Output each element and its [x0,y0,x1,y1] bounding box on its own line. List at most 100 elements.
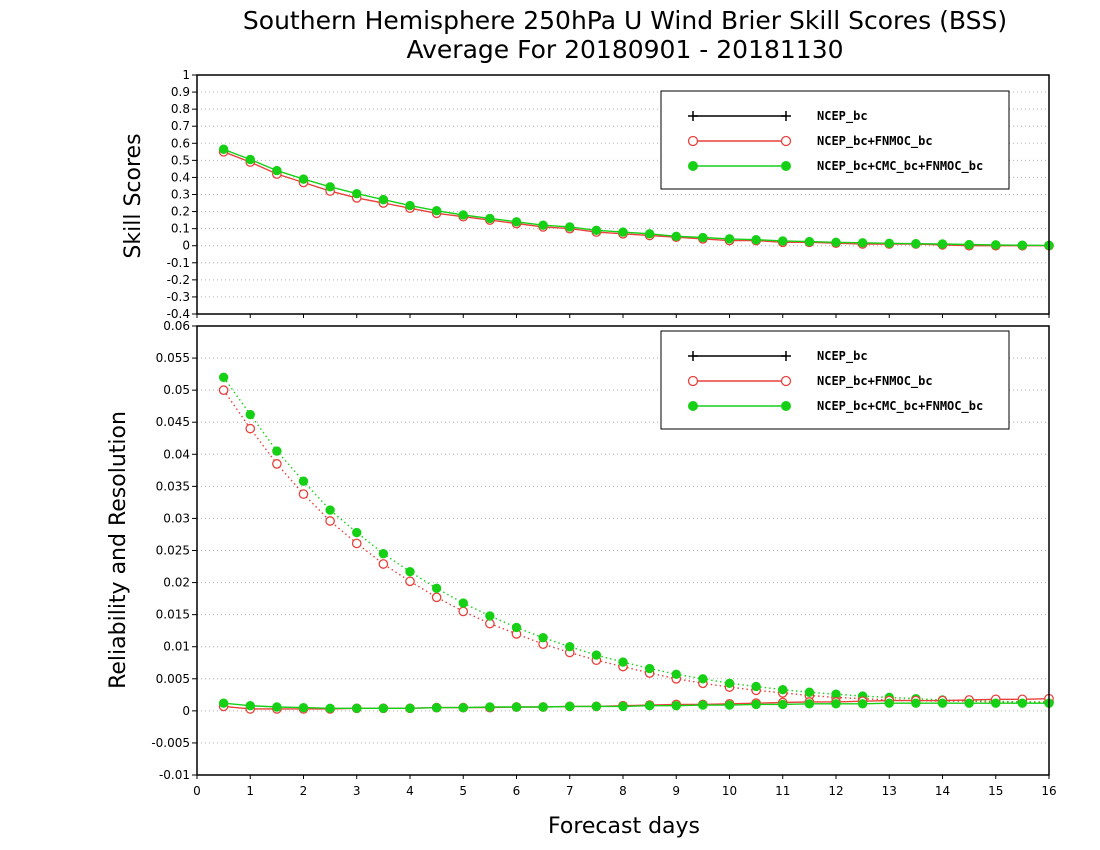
y-tick-label: -0.2 [167,273,190,287]
x-tick-label: 16 [1041,784,1056,798]
data-point [378,194,389,205]
data-point [352,527,362,538]
y-tick-label: 0.9 [171,85,190,99]
y-tick-label: 0.045 [156,415,190,429]
data-point [245,409,255,420]
y-tick-label: 0.1 [171,222,190,236]
data-point [671,701,681,711]
data-point [352,703,362,713]
x-tick-label: 13 [882,784,897,798]
data-point [431,592,442,603]
data-point [431,702,442,713]
data-point [857,238,868,248]
y-tick-label: 0.5 [171,153,190,167]
data-point [644,701,655,711]
data-point [724,678,735,688]
data-point [431,206,442,216]
data-point [485,618,495,629]
legend-label: NCEP_bc+CMC_bc+FNMOC_bc [817,159,983,174]
x-tick-label: 15 [988,784,1003,798]
legend-label: NCEP_bc [817,349,868,364]
y-tick-label: 0.015 [156,608,190,622]
x-tick-label: 6 [513,784,521,798]
data-point [272,702,282,712]
legend-marker [781,401,791,411]
legend-box [660,90,1010,190]
data-point [591,650,602,660]
x-tick-label: 1 [246,784,254,798]
legend-marker [780,375,792,387]
y-tick-label: 0.3 [171,188,190,202]
data-point [245,154,255,165]
plot-frame [196,74,1050,315]
data-point [485,213,495,224]
data-point [751,681,761,692]
x-tick-label: 5 [459,784,467,798]
data-point [485,611,495,621]
data-point [644,229,655,239]
data-point [538,633,548,643]
bottom-y-axis-title: Reliability and Resolution [106,411,131,689]
x-tick-label: 0 [193,784,201,798]
data-point [511,702,522,712]
data-point [591,225,602,236]
top-y-axis-title: Skill Scores [121,133,146,258]
data-point [591,701,602,712]
data-point [857,699,868,709]
data-point [937,698,948,708]
data-point [352,188,362,199]
y-tick-label: 0.8 [171,102,190,116]
y-tick-label: -0.4 [167,307,190,321]
legend-label: NCEP_bc+FNMOC_bc [817,134,933,149]
data-point [325,505,335,515]
data-point [218,698,229,708]
data-point [698,232,708,243]
data-point [298,476,309,486]
data-point [1017,698,1028,708]
x-tick-label: 12 [828,784,843,798]
data-point [351,538,362,549]
data-point [644,663,655,674]
data-point [405,200,415,211]
data-point [378,559,389,569]
data-point [964,698,974,708]
legend-label: NCEP_bc+FNMOC_bc [817,374,933,389]
data-point [964,239,974,250]
plot-frame [196,325,1050,776]
data-point [485,702,495,712]
data-point [565,642,575,652]
data-point [778,699,788,710]
data-point [245,701,255,711]
data-point [218,385,229,395]
data-point [458,598,468,608]
data-point [458,606,469,617]
data-point [511,217,522,227]
data-point [671,669,681,679]
y-tick-label: 0.025 [156,544,190,558]
legend-label: NCEP_bc+CMC_bc+FNMOC_bc [817,399,983,414]
y-tick-label: 0 [182,704,190,718]
data-point [618,701,628,712]
data-point [698,674,708,684]
series-line [223,702,1049,709]
data-point [538,220,548,230]
data-point [751,235,761,245]
y-tick-label: -0.005 [151,736,190,750]
data-point [884,698,894,708]
legend-marker [688,401,698,411]
data-point [804,699,815,709]
data-point [831,237,841,248]
y-tick-label: -0.01 [159,768,190,782]
y-tick-label: 0.6 [171,136,190,150]
data-point [218,372,229,383]
data-point [724,700,735,710]
data-point [1017,240,1028,250]
y-tick-label: -0.3 [167,290,190,304]
legend-marker [687,375,699,387]
series-line [223,389,1049,703]
data-point [405,703,415,713]
data-point [378,549,389,559]
data-point [298,702,309,713]
data-point [272,165,282,176]
